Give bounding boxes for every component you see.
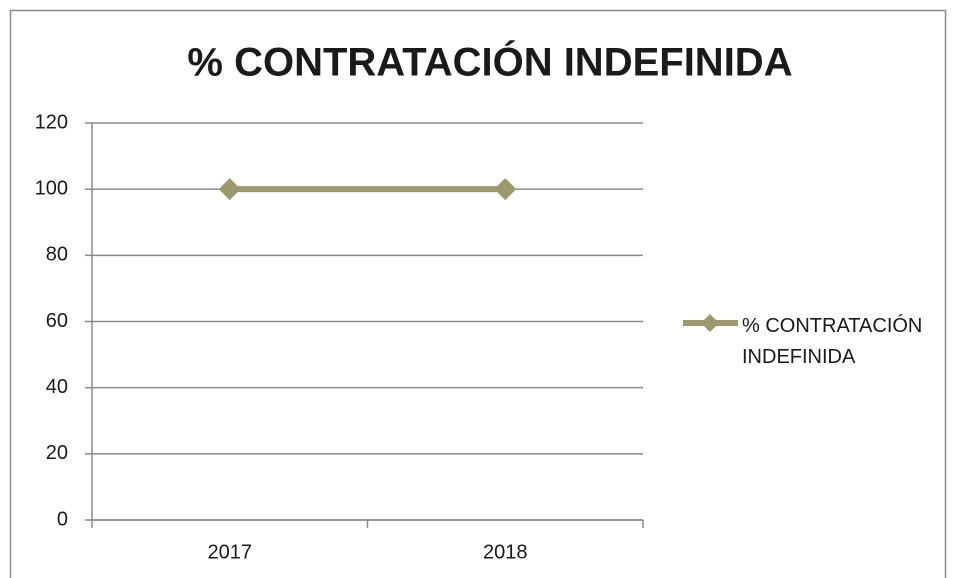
legend-label: % CONTRATACIÓN INDEFINIDA — [742, 315, 923, 368]
y-tick-label: 60 — [46, 310, 68, 332]
y-tick-label: 40 — [46, 376, 68, 398]
y-tick-label: 0 — [57, 508, 68, 530]
chart-title: % CONTRATACIÓN INDEFINIDA — [187, 39, 792, 85]
y-tick-label: 80 — [46, 244, 68, 266]
y-tick-label: 120 — [35, 111, 68, 133]
chart-border — [9, 9, 947, 578]
data-point — [494, 178, 517, 201]
x-tick-label: 2017 — [208, 541, 253, 563]
x-tick-label: 2018 — [483, 541, 528, 563]
y-tick-label: 100 — [35, 177, 68, 199]
legend-marker — [701, 314, 719, 332]
y-tick-label: 20 — [46, 442, 68, 464]
data-point — [218, 178, 241, 201]
